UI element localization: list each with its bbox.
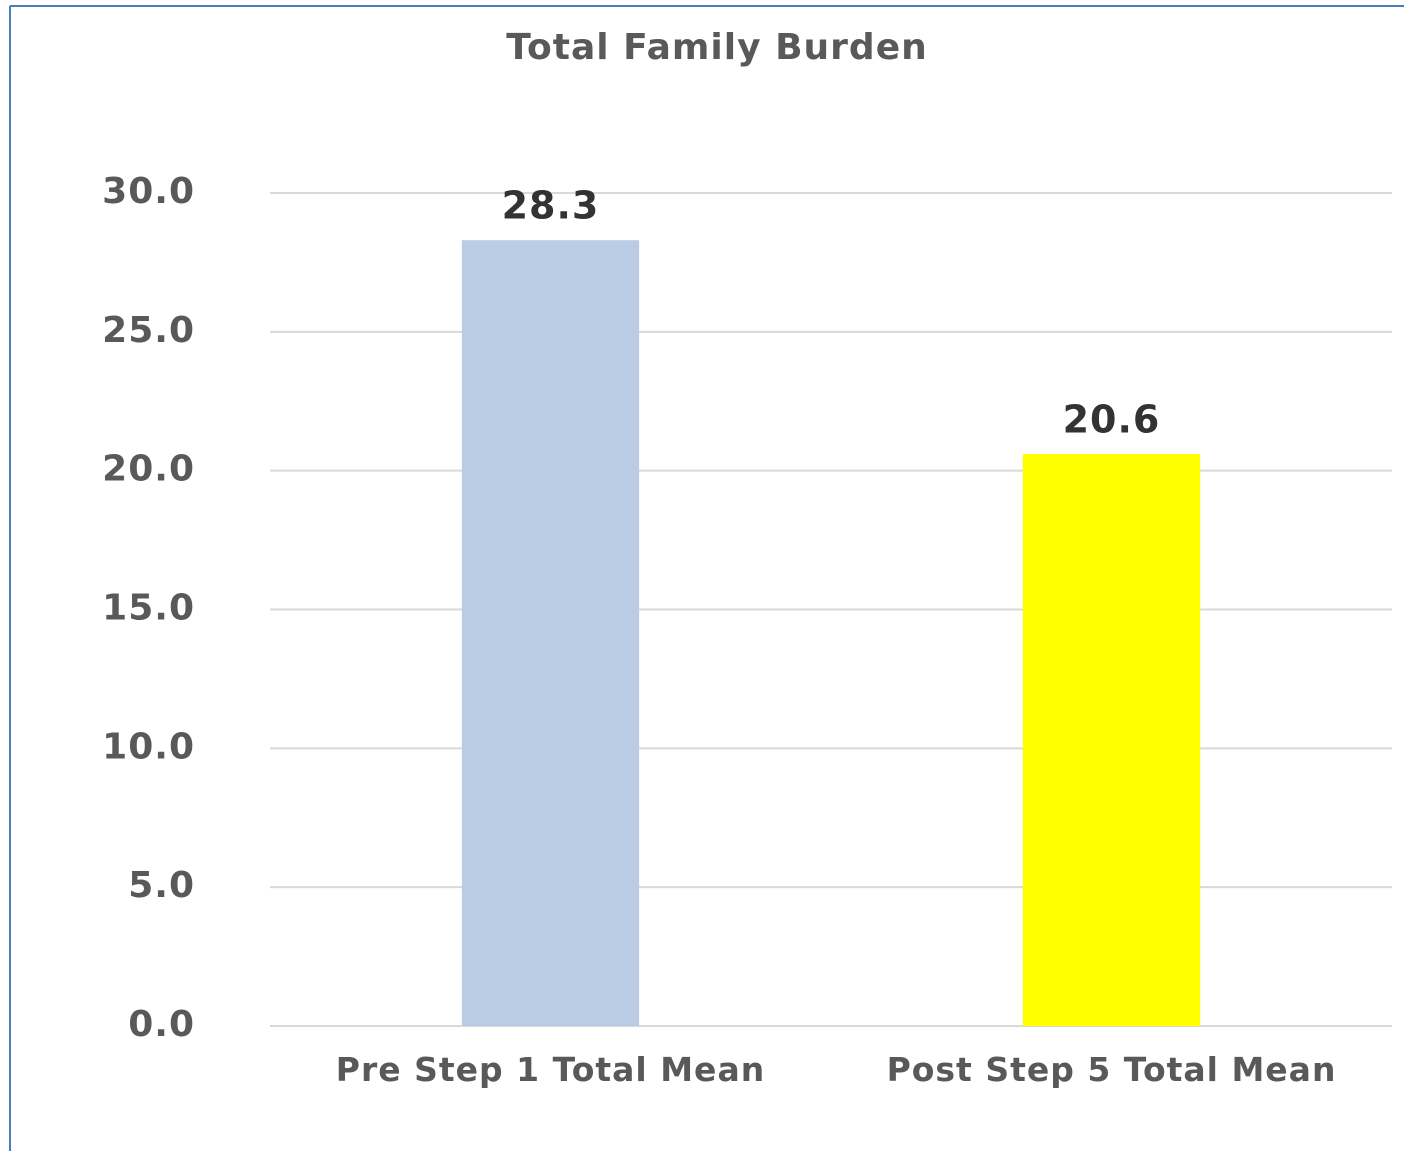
y-tick-label: 0.0 (128, 1004, 195, 1045)
y-tick-label: 5.0 (128, 865, 195, 906)
data-label: 28.3 (502, 184, 600, 228)
bar (1022, 454, 1201, 1026)
y-tick-label: 20.0 (102, 449, 195, 490)
x-tick-label: Post Step 5 Total Mean (886, 1050, 1337, 1089)
bar (461, 240, 640, 1026)
y-tick-label: 15.0 (102, 588, 195, 629)
y-tick-label: 30.0 (102, 171, 195, 212)
x-tick-label: Pre Step 1 Total Mean (335, 1050, 766, 1089)
chart-title: Total Family Burden (506, 27, 928, 68)
y-tick-label: 10.0 (102, 726, 195, 767)
y-tick-label: 25.0 (102, 310, 195, 351)
data-label: 20.6 (1063, 398, 1161, 442)
